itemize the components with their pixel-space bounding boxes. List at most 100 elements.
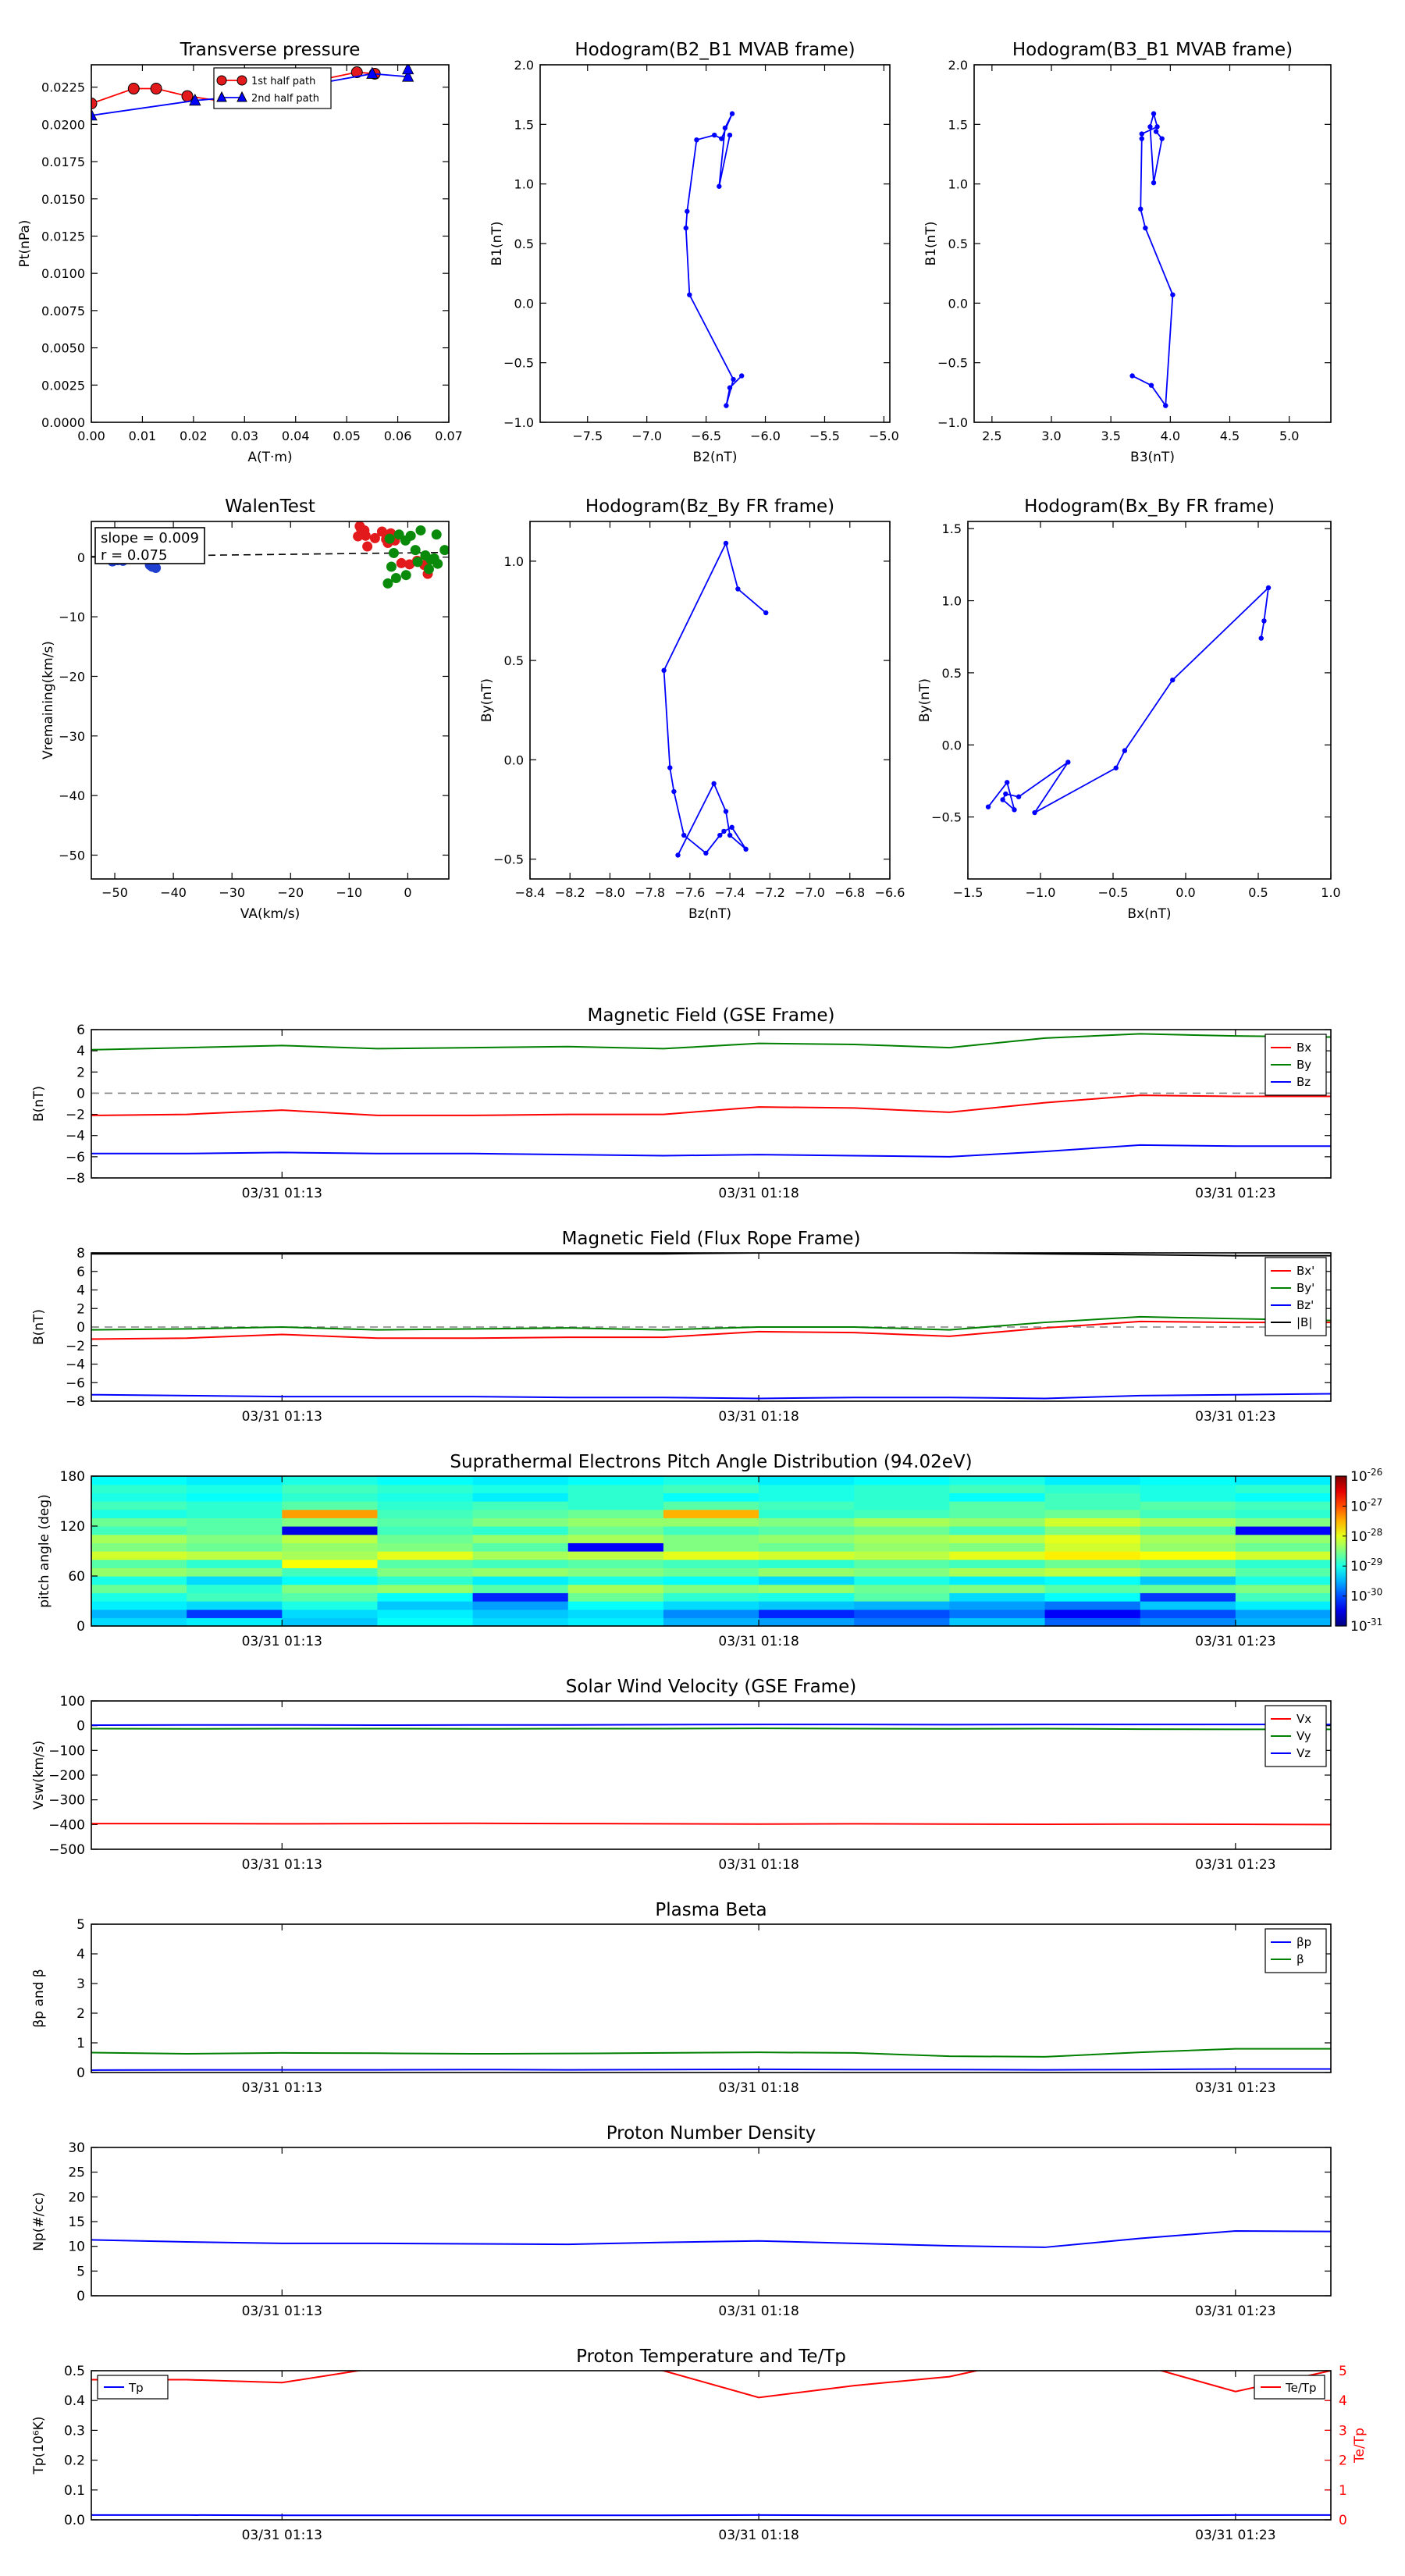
heatmap-cell — [1140, 1551, 1236, 1560]
plot-frame — [91, 2370, 1332, 2521]
y-axis-label: Vremaining(km/s) — [41, 641, 56, 760]
heatmap-cell — [91, 1617, 187, 1627]
colorbar-tick-label: 10-27 — [1350, 1496, 1382, 1514]
legend: 1st half path 2nd half path — [213, 67, 332, 109]
series-line-blue — [91, 1393, 1331, 1400]
colorbar-tick-exponent: -27 — [1368, 1496, 1383, 1507]
series-line-green — [91, 1033, 1331, 1051]
heatmap-cell — [759, 1484, 855, 1493]
heatmap-cell — [91, 1501, 187, 1510]
heatmap-cell — [377, 1576, 474, 1585]
plot-area — [661, 540, 769, 858]
data-point — [1129, 373, 1135, 379]
x-tick-label: −8.4 — [515, 885, 546, 900]
heatmap-cell — [663, 1576, 759, 1585]
y-tick-label: 8 — [76, 1246, 85, 1261]
data-point — [743, 846, 749, 852]
heatmap-cell — [759, 1609, 855, 1618]
x-tick-label: −7.0 — [795, 885, 825, 900]
y-tick-label: 2 — [76, 1301, 85, 1317]
time-tick-label: 03/31 01:13 — [242, 1634, 322, 1649]
y-tick-label: 0 — [76, 1320, 85, 1336]
y-tick-label: −10 — [59, 610, 85, 624]
y-tick-label: 6 — [76, 1265, 85, 1280]
heatmap-cell — [91, 1476, 187, 1485]
chart-transverse-pressure: Transverse pressure 0.00 0.01 0.02 0.03 0.04 0… — [17, 40, 463, 465]
plot-area — [91, 521, 449, 589]
x-tick-label: −7.2 — [755, 885, 785, 900]
data-point — [721, 828, 727, 834]
heatmap-cell — [759, 1559, 855, 1568]
x-tick-label: 0.07 — [435, 429, 463, 443]
colorbar-tick-label: 10-30 — [1350, 1587, 1382, 1605]
heatmap-cell — [567, 1551, 664, 1560]
data-point — [717, 183, 722, 189]
heatmap-cell — [663, 1601, 759, 1610]
data-point — [359, 525, 370, 535]
heatmap-cell — [1044, 1609, 1141, 1618]
heatmap-cell — [759, 1526, 855, 1535]
heatmap-cell — [567, 1534, 664, 1543]
heatmap-cell — [949, 1534, 1046, 1543]
legend-box — [213, 67, 332, 109]
legend-label: By' — [1297, 1281, 1314, 1295]
heatmap-cell — [949, 1617, 1046, 1627]
heatmap-cell — [567, 1542, 664, 1552]
x-tick-label: −6.0 — [750, 429, 781, 443]
x-tick-label: −1.0 — [1026, 885, 1056, 900]
heatmap-cell — [377, 1534, 474, 1543]
heatmap-cell — [91, 1559, 187, 1568]
y-tick-label: 0.0000 — [41, 415, 85, 430]
data-point — [91, 98, 98, 110]
heatmap-cell — [187, 1609, 283, 1618]
plot-area — [91, 2048, 1331, 2071]
x-tick-label: 0.00 — [77, 429, 105, 443]
y-tick-label: 4 — [76, 1044, 85, 1059]
heatmap-cell — [472, 1493, 569, 1502]
heatmap-cell — [187, 1551, 283, 1560]
heatmap-cell — [949, 1576, 1046, 1585]
heatmap-cell — [1140, 1542, 1236, 1552]
legend-red: Te/Tp — [1254, 2375, 1325, 2400]
legend-label: By — [1297, 1058, 1311, 1072]
chart-proton-temperature: Proton Temperature and Te/Tp 0.0 0.1 0.2 0.3… — [31, 2347, 1368, 2543]
heatmap-cell — [1044, 1509, 1141, 1518]
series-line-blue — [685, 113, 742, 406]
y-tick-label: −400 — [48, 1817, 85, 1833]
heatmap-cell — [472, 1584, 569, 1593]
heatmap-cell — [377, 1609, 474, 1618]
heatmap-cell — [472, 1592, 569, 1602]
heatmap-cell — [759, 1493, 855, 1502]
heatmap-cell — [91, 1484, 187, 1493]
heatmap-cell — [1140, 1584, 1236, 1593]
data-point — [727, 832, 733, 838]
heatmap-cell — [759, 1601, 855, 1610]
heatmap-cell — [91, 1551, 187, 1560]
colorbar-tick-base: 10 — [1350, 1499, 1368, 1514]
chart-magnetic-field-fr: Magnetic Field (Flux Rope Frame) −8 −6 −4 −2… — [31, 1229, 1332, 1425]
heatmap-cell — [1044, 1576, 1141, 1585]
y-tick-label: 4 — [76, 1283, 85, 1299]
legend: Bx' By' Bz' |B| — [1264, 1257, 1327, 1336]
heatmap-cell — [377, 1542, 474, 1552]
heatmap-cell — [282, 1551, 379, 1560]
legend-label: Bx' — [1297, 1264, 1314, 1278]
data-point — [685, 208, 690, 214]
plot-area — [985, 585, 1272, 816]
heatmap-cell — [567, 1601, 664, 1610]
data-point — [1139, 136, 1144, 141]
y-tick-label: 0.3 — [64, 2423, 85, 2439]
heatmap-cell — [91, 1526, 187, 1535]
y-tick-label: 0.0100 — [41, 266, 85, 281]
y-tick-label: 0.0125 — [41, 229, 85, 244]
data-point — [412, 557, 423, 568]
y-tick-label: 0 — [76, 1619, 85, 1635]
heatmap-cell — [1235, 1534, 1332, 1543]
y-axis-label: By(nT) — [479, 678, 495, 722]
heatmap-cell — [949, 1501, 1046, 1510]
heatmap-cell — [1235, 1509, 1332, 1518]
heatmap-cell — [282, 1559, 379, 1568]
heatmap-cell — [567, 1484, 664, 1493]
y-tick-label: 0.0200 — [41, 117, 85, 132]
